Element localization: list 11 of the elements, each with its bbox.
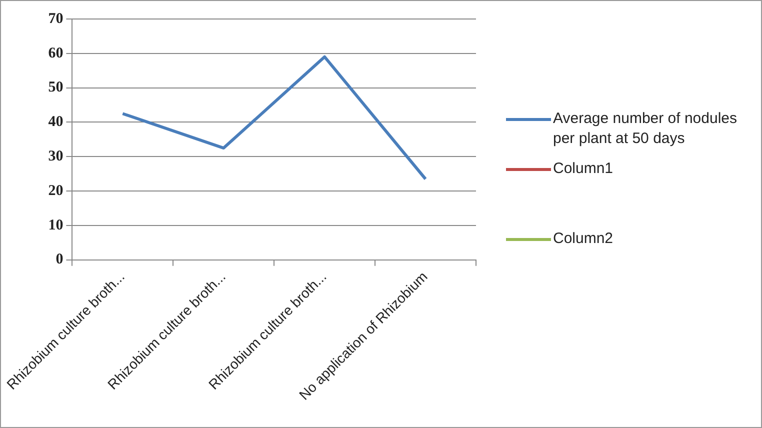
y-tick-label: 40 [48,114,64,130]
legend-label: Column2 [553,229,614,249]
y-tick-label: 20 [48,182,64,199]
y-tick-label: 30 [48,148,64,165]
y-tick-label: 0 [56,252,64,268]
y-tick-label: 50 [48,80,64,96]
y-tick-label: 10 [48,217,64,234]
legend-label: Average number of nodules per plant at 50 days [553,109,738,149]
legend-label: Column1 [553,159,614,179]
y-tick-label: 70 [48,10,64,27]
y-tick-label: 60 [48,45,64,62]
